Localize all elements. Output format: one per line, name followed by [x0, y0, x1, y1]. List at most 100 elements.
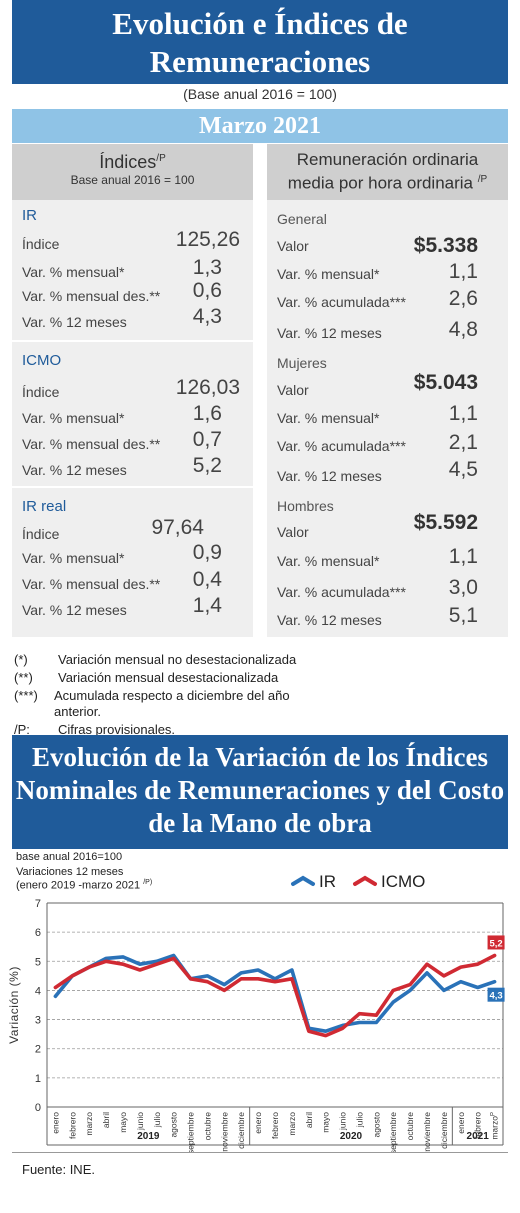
general-12meses-label: Var. % 12 meses	[277, 325, 382, 341]
footnote-text: Acumulada respecto a diciembre del año	[54, 688, 290, 703]
x-tick-label: septiembre	[388, 1112, 398, 1152]
hombres-mensual-label: Var. % mensual*	[277, 553, 380, 569]
general-mensual-label: Var. % mensual*	[277, 266, 380, 282]
x-tick-label: julio	[152, 1112, 162, 1128]
ir-mensual-des-value: 0,6	[192, 279, 222, 302]
chart-title-line1: Evolución de la Variación de los Índices	[31, 742, 489, 772]
separator	[12, 486, 253, 488]
chart-title-line3: de la Mano de obra	[148, 808, 372, 838]
x-tick-label: abril	[101, 1112, 111, 1128]
ir-12meses-value: 4,3	[192, 305, 222, 328]
x-tick-label: enero	[456, 1112, 466, 1134]
hombres-mensual-value: 1,1	[448, 545, 478, 568]
x-tick-label: junio	[135, 1112, 145, 1131]
hombres-valor-value: $5.592	[413, 511, 478, 534]
mujeres-mensual-label: Var. % mensual*	[277, 410, 380, 426]
footnote-mark: (***)	[14, 688, 38, 703]
month-banner: Marzo 2021	[12, 109, 508, 143]
irreal-indice-value: 97,64	[151, 516, 204, 539]
ir-indice-label: Índice	[22, 236, 60, 252]
irreal-indice-label: Índice	[22, 526, 60, 542]
mujeres-12meses-label: Var. % 12 meses	[277, 468, 382, 484]
chart-period-note: (enero 2019 -marzo 2021	[16, 879, 141, 892]
general-mensual-value: 1,1	[448, 260, 478, 283]
x-tick-label: marzoP	[490, 1112, 500, 1140]
icmo-mensual-des-label: Var. % mensual des.**	[22, 436, 161, 452]
mujeres-mensual-value: 1,1	[448, 402, 478, 425]
ir-mensual-value: 1,3	[192, 256, 222, 279]
remuneracion-title-line1: Remuneración ordinaria	[296, 150, 479, 169]
year-label: 2019	[137, 1131, 160, 1142]
icmo-mensual-des-value: 0,7	[192, 428, 222, 451]
x-tick-label: febrero	[67, 1112, 77, 1139]
general-12meses-value: 4,8	[448, 318, 478, 341]
x-tick-label: junio	[338, 1112, 348, 1131]
legend-label: IR	[319, 872, 336, 891]
irreal-mensual-value: 0,9	[192, 541, 222, 564]
indices-title: Índices	[99, 152, 157, 172]
y-tick-label: 7	[35, 898, 41, 910]
mujeres-acumulada-label: Var. % acumulada***	[277, 438, 406, 454]
icmo-12meses-value: 5,2	[192, 454, 222, 477]
group-general: General	[277, 211, 327, 227]
icmo-12meses-label: Var. % 12 meses	[22, 462, 127, 478]
group-hombres: Hombres	[277, 498, 334, 514]
indices-header: Índices/P Base anual 2016 = 100	[12, 144, 253, 200]
hombres-acumulada-label: Var. % acumulada***	[277, 584, 406, 600]
x-tick-label: agosto	[169, 1112, 179, 1138]
icmo-mensual-value: 1,6	[192, 402, 222, 425]
legend-swatch	[353, 875, 377, 886]
series-line-icmo	[53, 953, 497, 1038]
footnote-text: Variación mensual desestacionalizada	[58, 670, 279, 685]
legend-label: ICMO	[381, 872, 425, 891]
chart-period-sup: /P)	[143, 879, 153, 886]
indices-panel	[12, 144, 253, 637]
remuneracion-title-line2: media por hora ordinaria	[287, 173, 474, 193]
ir-mensual-label: Var. % mensual*	[22, 264, 125, 280]
legend-swatch	[291, 875, 315, 886]
x-tick-label: noviembre	[422, 1112, 432, 1152]
x-tick-label: diciembre	[236, 1112, 246, 1149]
year-label: 2020	[340, 1131, 363, 1142]
group-ir: IR	[22, 207, 37, 224]
year-label: 2021	[467, 1131, 490, 1142]
x-tick-label: abril	[304, 1112, 314, 1128]
hombres-valor-label: Valor	[277, 524, 309, 540]
group-ir-real: IR real	[22, 498, 67, 515]
y-tick-label: 2	[35, 1044, 41, 1056]
mujeres-valor-value: $5.043	[413, 371, 478, 394]
y-tick-label: 3	[35, 1015, 41, 1027]
ir-12meses-label: Var. % 12 meses	[22, 314, 127, 330]
x-tick-label: marzo	[84, 1112, 94, 1136]
data-label-box	[487, 935, 505, 950]
x-tick-label: octubre	[405, 1112, 415, 1141]
x-tick-label: diciembre	[439, 1112, 449, 1149]
general-valor-label: Valor	[277, 238, 309, 254]
footnote-text: Variación mensual no desestacionalizada	[58, 652, 297, 667]
footnote-text: Cifras provisionales.	[58, 722, 176, 737]
mujeres-12meses-value: 4,5	[448, 458, 478, 481]
irreal-mensual-label: Var. % mensual*	[22, 550, 125, 566]
y-tick-label: 1	[35, 1073, 41, 1085]
x-tick-label: agosto	[371, 1112, 381, 1138]
source-note: Fuente: INE.	[22, 1162, 95, 1177]
remuneracion-panel	[267, 144, 508, 637]
x-tick-label: febrero	[270, 1112, 280, 1139]
indices-base: Base anual 2016 = 100	[70, 173, 195, 187]
x-tick-label: enero	[253, 1112, 263, 1134]
x-tick-label: mayo	[118, 1112, 128, 1133]
y-tick-label: 0	[35, 1102, 41, 1114]
x-tick-label: septiembre	[186, 1112, 196, 1152]
remuneracion-header: Remuneración ordinaria media por hora or…	[267, 144, 508, 200]
indices-title-sup: /P	[156, 153, 166, 164]
y-tick-label: 4	[35, 985, 41, 997]
hombres-acumulada-value: 3,0	[448, 576, 478, 599]
x-tick-label: noviembre	[219, 1112, 229, 1152]
irreal-12meses-value: 1,4	[192, 594, 222, 617]
bottom-divider	[12, 1152, 508, 1153]
general-acumulada-value: 2,6	[448, 287, 478, 310]
data-label: 4,3	[489, 991, 502, 1002]
x-tick-label: enero	[50, 1112, 60, 1134]
data-label: 5,2	[489, 938, 502, 949]
